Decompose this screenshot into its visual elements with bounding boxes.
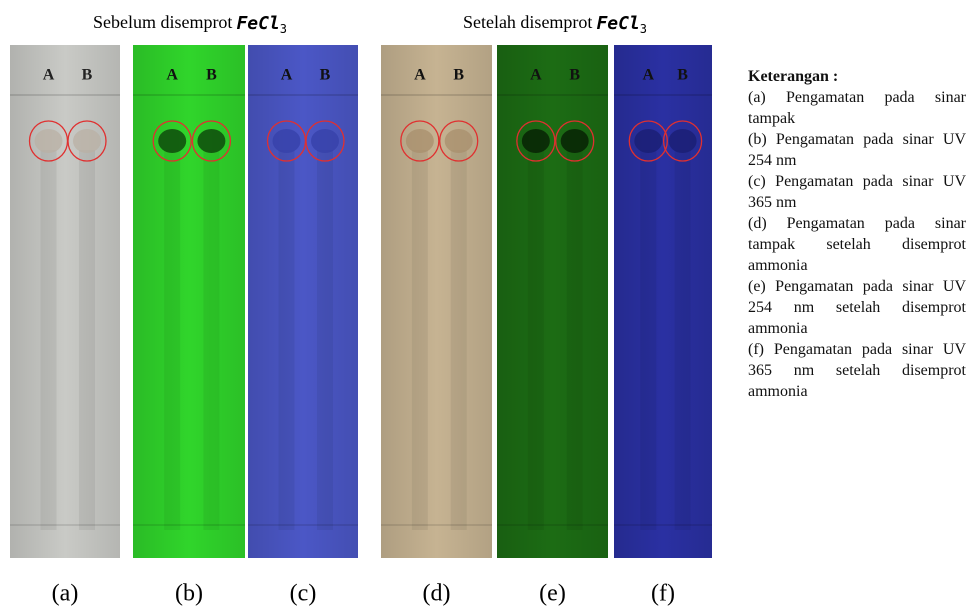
spot bbox=[35, 129, 63, 153]
lane-streak bbox=[412, 150, 428, 530]
spot bbox=[522, 129, 550, 153]
header-text: Setelah disemprot bbox=[463, 12, 592, 32]
plate-caption: (c) bbox=[290, 581, 317, 607]
lane-streak bbox=[528, 150, 544, 530]
legend-item: (b) Pengamatan pada sinar UV 254 nm bbox=[748, 129, 966, 171]
header-subscript: 3 bbox=[280, 22, 287, 36]
plate-caption: (a) bbox=[52, 581, 79, 607]
lane-streak bbox=[640, 150, 656, 530]
plate-caption: (e) bbox=[539, 581, 566, 607]
plate-caption: (b) bbox=[175, 581, 203, 607]
lane-label: A bbox=[530, 67, 542, 84]
spot bbox=[158, 129, 186, 153]
legend-item: (d) Pengamatan pada sinar tampak setelah… bbox=[748, 213, 966, 276]
spot bbox=[73, 129, 101, 153]
lane-streak bbox=[675, 150, 691, 530]
lane-label: B bbox=[82, 67, 93, 84]
lane-label: A bbox=[643, 67, 655, 84]
lane-label: A bbox=[281, 67, 293, 84]
lane-label: A bbox=[43, 67, 55, 84]
lane-streak bbox=[567, 150, 583, 530]
lane-streak bbox=[41, 150, 57, 530]
header-subscript: 3 bbox=[640, 22, 647, 36]
spot bbox=[669, 129, 697, 153]
lane-label: B bbox=[206, 67, 217, 84]
lane-label: B bbox=[677, 67, 688, 84]
plate-shade bbox=[381, 45, 492, 558]
spot bbox=[311, 129, 339, 153]
header-formula: FeCl bbox=[236, 13, 279, 34]
lane-streak bbox=[451, 150, 467, 530]
lane-streak bbox=[79, 150, 95, 530]
lane-streak bbox=[164, 150, 180, 530]
plate-shade bbox=[133, 45, 245, 558]
spot bbox=[273, 129, 301, 153]
plate-shade bbox=[10, 45, 120, 558]
spot bbox=[561, 129, 589, 153]
legend-item: (c) Pengamatan pada sinar UV 365 nm bbox=[748, 171, 966, 213]
lane-label: A bbox=[166, 67, 178, 84]
legend: Keterangan : (a) Pengamatan pada sinar t… bbox=[748, 66, 966, 402]
lane-streak bbox=[203, 150, 219, 530]
spot bbox=[406, 129, 434, 153]
spot bbox=[197, 129, 225, 153]
plate-shade bbox=[497, 45, 608, 558]
lane-label: B bbox=[453, 67, 464, 84]
legend-item: (a) Pengamatan pada sinar tampak bbox=[748, 87, 966, 129]
lane-streak bbox=[279, 150, 295, 530]
spot bbox=[634, 129, 662, 153]
page: Sebelum disemprotFeCl3Setelah disemprotF… bbox=[0, 0, 973, 612]
legend-item: (f) Pengamatan pada sinar UV 365 nm sete… bbox=[748, 339, 966, 402]
lane-label: B bbox=[569, 67, 580, 84]
lane-streak bbox=[317, 150, 333, 530]
plate-caption: (d) bbox=[423, 581, 451, 607]
header-text: Sebelum disemprot bbox=[93, 12, 232, 32]
lane-label: B bbox=[320, 67, 331, 84]
plate-caption: (f) bbox=[651, 581, 675, 607]
legend-item: (e) Pengamatan pada sinar UV 254 nm sete… bbox=[748, 276, 966, 339]
header-formula: FeCl bbox=[596, 13, 639, 34]
legend-title: Keterangan : bbox=[748, 66, 966, 87]
plate-shade bbox=[614, 45, 712, 558]
plate-shade bbox=[248, 45, 358, 558]
spot bbox=[445, 129, 473, 153]
lane-label: A bbox=[414, 67, 426, 84]
